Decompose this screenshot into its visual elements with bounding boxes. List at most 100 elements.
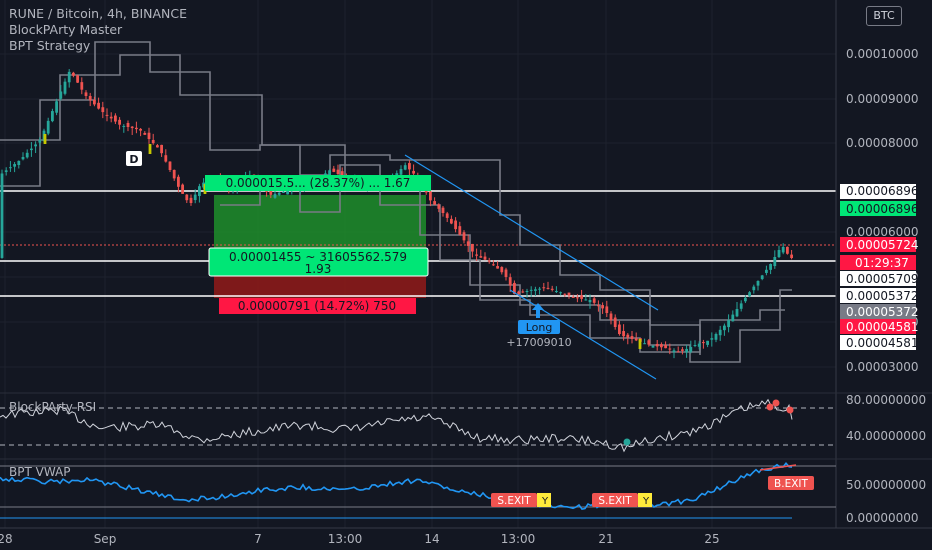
candle-down bbox=[521, 289, 525, 294]
candle-body bbox=[765, 269, 768, 273]
candle-up bbox=[67, 69, 71, 88]
candle-down bbox=[567, 292, 571, 299]
time-tick: 28 bbox=[0, 532, 13, 546]
candle-down bbox=[542, 282, 546, 292]
candle-body bbox=[55, 101, 58, 113]
candle-up bbox=[723, 323, 726, 336]
candle-body bbox=[17, 160, 21, 165]
candle-body bbox=[441, 207, 445, 213]
candle-down bbox=[655, 340, 659, 351]
candle-down bbox=[135, 121, 138, 134]
candle-down bbox=[601, 302, 604, 314]
candle-body bbox=[702, 342, 705, 344]
candle-down bbox=[454, 217, 457, 233]
candle-down bbox=[97, 97, 100, 110]
candle-down bbox=[471, 243, 474, 258]
candle-body bbox=[563, 293, 567, 295]
step-line bbox=[0, 54, 701, 355]
candle-down bbox=[450, 215, 453, 225]
candle-down bbox=[622, 324, 625, 341]
candle-body bbox=[580, 295, 583, 299]
price-label-countdown: 01:29:37 bbox=[840, 255, 916, 270]
candle-body bbox=[756, 281, 760, 286]
candle-body bbox=[660, 344, 663, 348]
candle-up bbox=[710, 332, 714, 347]
exit-label-bg bbox=[592, 493, 638, 507]
candle-down bbox=[109, 112, 113, 123]
price-label-stop: 0.00004581 bbox=[840, 319, 919, 334]
candle-down bbox=[177, 174, 180, 193]
candle-down bbox=[76, 74, 79, 84]
candle-down bbox=[462, 230, 466, 244]
channel-lower-line bbox=[509, 289, 657, 380]
candle-body bbox=[655, 343, 659, 347]
candle-body bbox=[185, 194, 189, 201]
candle-up bbox=[9, 161, 12, 172]
candle-down bbox=[571, 294, 575, 298]
candle-body bbox=[13, 164, 16, 167]
candle-up bbox=[525, 288, 529, 298]
candle-down bbox=[500, 266, 504, 275]
candle-up bbox=[765, 265, 768, 276]
candle-down bbox=[475, 248, 478, 262]
candle-body bbox=[475, 254, 478, 256]
candle-down bbox=[445, 211, 449, 223]
indicator-blockparty-master[interactable]: BlockPArty Master bbox=[9, 22, 123, 37]
position-summary-text-1: 0.00001455 ~ 31605562.579 bbox=[229, 250, 407, 264]
candle-body bbox=[496, 266, 499, 269]
candle-up bbox=[672, 348, 676, 359]
candle-body bbox=[46, 120, 50, 134]
candle-up bbox=[588, 294, 592, 309]
indicator-bpt-strategy[interactable]: BPT Strategy bbox=[9, 38, 91, 53]
candle-down bbox=[605, 300, 609, 318]
candle-body bbox=[504, 269, 508, 277]
candle-highlight bbox=[43, 134, 47, 144]
candle-body bbox=[332, 168, 336, 172]
candle-up bbox=[538, 286, 541, 295]
candle-body bbox=[500, 267, 504, 273]
candle-body bbox=[697, 343, 701, 347]
candle-body bbox=[109, 116, 113, 119]
candle-down bbox=[668, 343, 672, 355]
candle-body bbox=[618, 324, 621, 334]
vwap-tick: 0.00000000 bbox=[846, 511, 919, 525]
long-label: Long bbox=[526, 321, 553, 334]
candle-up bbox=[643, 338, 646, 345]
candle-body bbox=[466, 241, 470, 246]
candle-body bbox=[609, 313, 613, 320]
position-zones bbox=[214, 195, 426, 298]
candle-down bbox=[504, 267, 508, 281]
candle-body bbox=[462, 232, 466, 241]
candle-body bbox=[781, 246, 785, 253]
candle-down bbox=[72, 71, 75, 78]
candle-down bbox=[609, 311, 613, 325]
candle-down bbox=[597, 300, 600, 312]
candle-body bbox=[114, 115, 117, 122]
candle-body bbox=[744, 297, 747, 302]
currency-button[interactable]: BTC bbox=[866, 6, 902, 26]
svg-text:D: D bbox=[129, 153, 138, 166]
vwap-tick: 50.00000000 bbox=[846, 478, 926, 492]
candle-body bbox=[723, 325, 726, 331]
candle-body bbox=[786, 246, 789, 254]
price-label-text: 0.00006896 bbox=[846, 202, 919, 216]
candle-body bbox=[412, 170, 415, 174]
candle-up bbox=[760, 274, 764, 281]
symbol-title[interactable]: RUNE / Bitcoin, 4h, BINANCE bbox=[9, 6, 188, 21]
rsi-tick: 80.00000000 bbox=[846, 393, 926, 407]
candle-up bbox=[706, 340, 709, 348]
candle-body bbox=[97, 102, 100, 109]
candle-down bbox=[613, 314, 617, 330]
candle-body bbox=[63, 81, 67, 94]
candle-body bbox=[454, 220, 457, 230]
price-label-text: 0.00004581 bbox=[846, 336, 919, 350]
candle-down bbox=[164, 149, 168, 163]
candle-body bbox=[634, 338, 638, 341]
candle-up bbox=[693, 340, 697, 348]
candle-up bbox=[651, 345, 655, 348]
candle-up bbox=[769, 263, 772, 275]
candle-down bbox=[441, 205, 445, 217]
candle-body bbox=[555, 291, 558, 293]
candle-body bbox=[735, 309, 739, 317]
